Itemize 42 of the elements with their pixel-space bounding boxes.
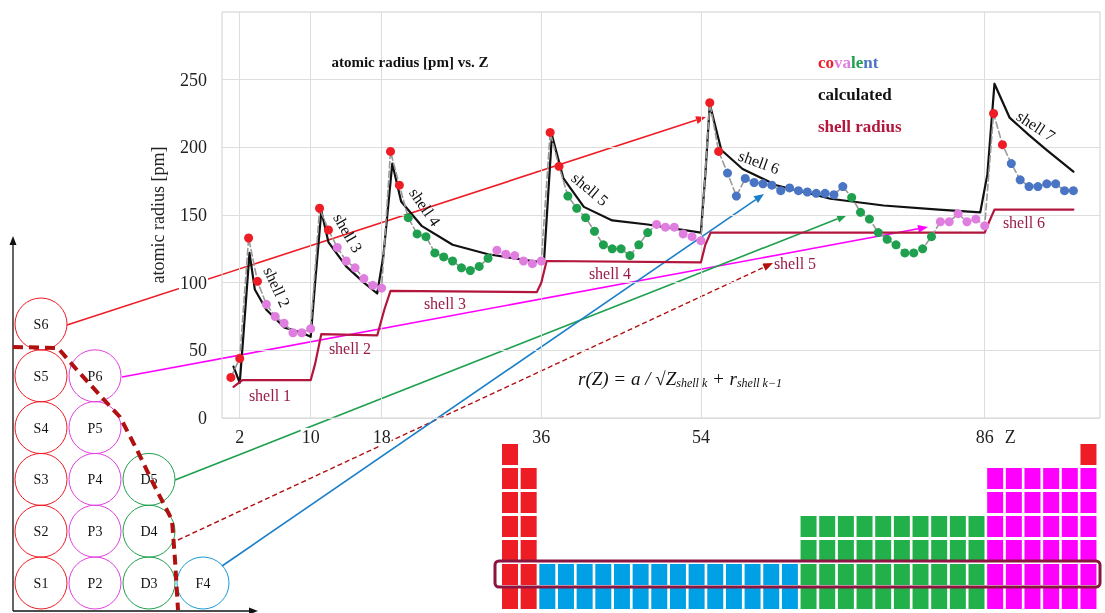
x-tick-label: 86 — [975, 427, 994, 447]
circle: S6 — [14, 297, 68, 351]
text: shell radius — [818, 116, 902, 136]
circle: P6 — [68, 349, 122, 403]
annotation: shell 2 — [328, 339, 372, 357]
annotation: shell 5 — [773, 254, 817, 272]
annotation: shell 2 — [260, 264, 294, 310]
circle: P5 — [68, 401, 122, 455]
y-tick-label: 250 — [180, 69, 207, 90]
annotation: shell 6 — [736, 146, 782, 178]
y-tick-label: 0 — [198, 408, 207, 428]
y-tick-label: 200 — [180, 137, 207, 158]
annotation: shell 3 — [423, 294, 467, 312]
circle: S3 — [14, 452, 68, 506]
circle: S5 — [14, 349, 68, 403]
circle: D3 — [122, 556, 176, 610]
circle: P2 — [68, 556, 122, 610]
circle: D4 — [122, 504, 176, 558]
x-tick-label: 2 — [235, 427, 245, 447]
annotation: shell 5 — [568, 168, 612, 210]
circle: P4 — [68, 452, 122, 506]
circle: S2 — [14, 504, 68, 558]
circle: S4 — [14, 401, 68, 455]
annotation: shell 1 — [248, 386, 292, 404]
text: atomic radius [pm] vs. Z — [331, 54, 489, 70]
text: calculated — [818, 84, 893, 104]
x-tick-label: 36 — [532, 427, 551, 447]
y-axis-title: atomic radius [pm] — [148, 146, 168, 284]
y-tick-label: 100 — [180, 272, 207, 293]
x-tick-label: 10 — [301, 427, 320, 447]
circle: S1 — [14, 556, 68, 610]
text: covalent — [818, 52, 879, 72]
annotation: shell 6 — [1002, 213, 1046, 231]
annotation: shell 7 — [1013, 107, 1059, 145]
annotation: shell 4 — [588, 264, 632, 282]
x-axis-title: Z — [1004, 427, 1016, 447]
y-tick-label: 50 — [189, 340, 207, 361]
x-tick-label: 18 — [372, 427, 391, 447]
y-tick-label: 150 — [180, 205, 207, 225]
circle: F4 — [176, 556, 230, 610]
x-tick-label: 54 — [691, 427, 710, 447]
circle: P3 — [68, 504, 122, 558]
